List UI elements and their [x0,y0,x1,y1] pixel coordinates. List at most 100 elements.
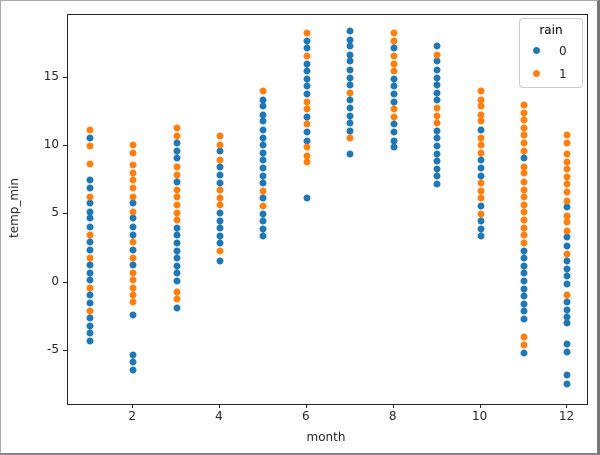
data-point-rain-1 [86,231,94,239]
data-point-rain-0 [433,81,441,89]
data-point-rain-0 [477,225,485,233]
data-point-rain-1 [390,52,398,60]
data-point-rain-0 [346,66,354,74]
data-point-rain-0 [86,291,94,299]
data-point-rain-1 [259,202,267,210]
data-point-rain-1 [520,109,528,117]
data-point-rain-0 [477,217,485,225]
data-point-rain-0 [86,199,94,207]
data-point-rain-0 [259,102,267,110]
data-point-rain-0 [173,304,181,312]
data-point-rain-1 [86,160,94,168]
data-point-rain-0 [563,242,571,250]
data-point-rain-0 [346,127,354,135]
data-point-rain-1 [520,231,528,239]
data-point-rain-1 [520,147,528,155]
data-point-rain-0 [563,265,571,273]
data-point-rain-0 [520,269,528,277]
data-point-rain-0 [346,27,354,35]
data-point-rain-1 [520,178,528,186]
data-point-rain-0 [86,214,94,222]
data-point-rain-1 [86,126,94,134]
data-point-rain-1 [129,269,137,277]
data-point-rain-0 [86,176,94,184]
data-point-rain-0 [390,75,398,83]
data-point-rain-0 [216,232,224,240]
data-point-rain-0 [129,366,137,374]
data-point-rain-0 [173,231,181,239]
data-point-rain-1 [477,179,485,187]
data-point-rain-0 [390,137,398,145]
x-tick-label: 10 [471,409,488,423]
data-point-rain-0 [563,306,571,314]
data-point-rain-0 [259,111,267,119]
data-point-rain-1 [390,67,398,75]
legend-entry-label: 0 [559,43,567,58]
data-point-rain-0 [259,134,267,142]
data-point-rain-1 [520,101,528,109]
data-point-rain-1 [520,201,528,209]
x-tick [479,404,481,408]
data-point-rain-1 [303,29,311,37]
data-point-rain-1 [563,250,571,258]
data-point-rain-1 [520,193,528,201]
x-axis-label: month [306,430,346,444]
data-point-rain-0 [86,238,94,246]
data-point-rain-1 [303,105,311,113]
data-point-rain-0 [346,42,354,50]
data-point-rain-0 [346,57,354,65]
data-point-rain-1 [129,149,137,157]
data-point-rain-1 [303,120,311,128]
data-point-rain-1 [303,98,311,106]
data-point-rain-0 [520,262,528,270]
data-point-rain-1 [563,188,571,196]
data-point-rain-0 [129,351,137,359]
data-point-rain-0 [86,329,94,337]
data-point-rain-0 [173,224,181,232]
data-point-rain-1 [346,134,354,142]
data-point-rain-1 [520,116,528,124]
data-point-rain-1 [477,87,485,95]
data-point-rain-1 [173,186,181,194]
data-point-rain-1 [216,141,224,149]
data-point-rain-0 [173,239,181,247]
data-point-rain-0 [259,141,267,149]
data-point-rain-0 [563,272,571,280]
data-point-rain-1 [563,139,571,147]
plot-area [67,14,588,405]
data-point-rain-0 [303,194,311,202]
data-point-rain-0 [477,126,485,134]
data-point-rain-0 [520,300,528,308]
y-tick-label: 10 [43,137,59,152]
data-point-rain-1 [477,111,485,119]
data-point-rain-1 [173,288,181,296]
data-point-rain-1 [563,180,571,188]
x-tick [219,404,220,408]
data-point-rain-0 [303,67,311,75]
data-point-rain-0 [520,285,528,293]
data-point-rain-0 [520,254,528,262]
data-point-rain-1 [563,291,571,299]
data-point-rain-0 [129,223,137,231]
data-point-rain-1 [173,216,181,224]
data-point-rain-1 [129,298,137,306]
data-point-rain-1 [86,142,94,150]
data-point-rain-0 [129,199,137,207]
data-point-rain-1 [173,193,181,201]
data-point-rain-0 [173,139,181,147]
data-point-rain-1 [563,227,571,235]
data-point-rain-1 [477,194,485,202]
data-point-rain-0 [303,60,311,68]
data-point-rain-1 [520,208,528,216]
data-point-rain-0 [520,277,528,285]
data-point-rain-0 [86,208,94,216]
data-point-rain-0 [563,348,571,356]
data-point-rain-0 [86,223,94,231]
data-point-rain-0 [173,178,181,186]
data-point-rain-0 [259,210,267,218]
data-point-rain-1 [129,184,137,192]
data-point-rain-1 [390,29,398,37]
data-point-rain-0 [303,37,311,45]
data-point-rain-0 [216,257,224,265]
data-point-rain-1 [216,201,224,209]
